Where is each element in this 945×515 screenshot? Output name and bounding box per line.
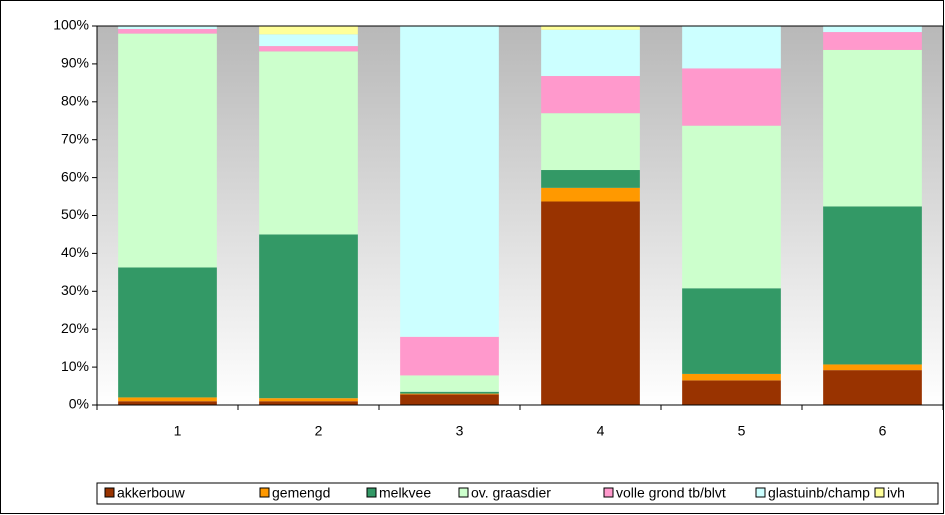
legend-swatch — [458, 487, 469, 498]
plot-area — [97, 26, 943, 405]
bar-segment — [118, 33, 217, 268]
bar-segment — [823, 26, 922, 33]
legend-swatch — [366, 487, 377, 498]
bar-segment — [823, 364, 922, 371]
bar-segment — [400, 394, 499, 405]
legend-label: akkerbouw — [117, 485, 186, 501]
x-tick-label: 6 — [879, 423, 887, 439]
bar-segment — [541, 170, 640, 188]
x-tick-label: 4 — [597, 423, 605, 439]
legend: akkerbouw gemengd melkvee ov. graasdier voll… — [96, 482, 939, 505]
bar-segment — [541, 26, 640, 30]
bar-segment — [259, 51, 358, 235]
legend-swatch — [755, 487, 766, 498]
y-tick-label: 10% — [61, 358, 89, 374]
bar-segment — [259, 398, 358, 402]
legend-swatch — [104, 487, 115, 498]
plot-border — [96, 25, 944, 406]
y-tick-label: 20% — [61, 320, 89, 336]
y-tick-label: 80% — [61, 93, 89, 109]
bar-segment — [541, 29, 640, 77]
y-tick-label: 90% — [61, 55, 89, 71]
bar-segment — [259, 26, 358, 35]
legend-swatch — [874, 487, 885, 498]
bar-segment — [400, 336, 499, 376]
bar-segment — [259, 46, 358, 52]
legend-box — [96, 482, 939, 505]
bar-segment — [259, 401, 358, 405]
bar-segment — [682, 288, 781, 374]
legend-label: glastuinb/champ — [768, 485, 870, 501]
bar-segment — [682, 125, 781, 289]
bar-segment — [823, 206, 922, 365]
bar-segment — [823, 32, 922, 50]
bar-segment — [259, 234, 358, 399]
bar-segment — [118, 401, 217, 405]
bar-segment — [682, 68, 781, 126]
bar-segment — [400, 375, 499, 392]
bar-segment — [823, 370, 922, 405]
x-tick-label: 5 — [738, 423, 746, 439]
bar-segment — [541, 187, 640, 202]
bar-segment — [541, 201, 640, 405]
bar-segment — [118, 26, 217, 30]
y-tick-label: 50% — [61, 206, 89, 222]
legend-swatch — [603, 487, 614, 498]
bar-segment — [682, 373, 781, 381]
y-tick-label: 0% — [69, 396, 89, 412]
bar-segment — [118, 267, 217, 398]
bar-segment — [118, 397, 217, 402]
y-tick-label: 70% — [61, 130, 89, 146]
legend-swatch — [259, 487, 270, 498]
bar-segment — [541, 76, 640, 114]
bar-segment — [259, 34, 358, 47]
legend-label: ov. graasdier — [471, 485, 551, 501]
bar-segment — [823, 49, 922, 207]
legend-label: melkvee — [379, 485, 431, 501]
bar-segment — [682, 26, 781, 69]
x-tick-label: 1 — [174, 423, 182, 439]
bar-segment — [682, 380, 781, 405]
bar-segment — [400, 393, 499, 395]
bar-segment — [118, 29, 217, 34]
bar-segment — [541, 113, 640, 171]
legend-label: volle grond tb/blvt — [616, 485, 726, 501]
legend-label: gemengd — [272, 485, 330, 501]
y-tick-label: 60% — [61, 168, 89, 184]
x-tick-label: 2 — [315, 423, 323, 439]
bar-segment — [400, 391, 499, 394]
y-tick-label: 100% — [53, 17, 89, 33]
y-tick-label: 40% — [61, 244, 89, 260]
x-tick-label: 3 — [456, 423, 464, 439]
bar-segment — [400, 26, 499, 337]
legend-label: ivh — [887, 485, 905, 501]
y-tick-label: 30% — [61, 282, 89, 298]
